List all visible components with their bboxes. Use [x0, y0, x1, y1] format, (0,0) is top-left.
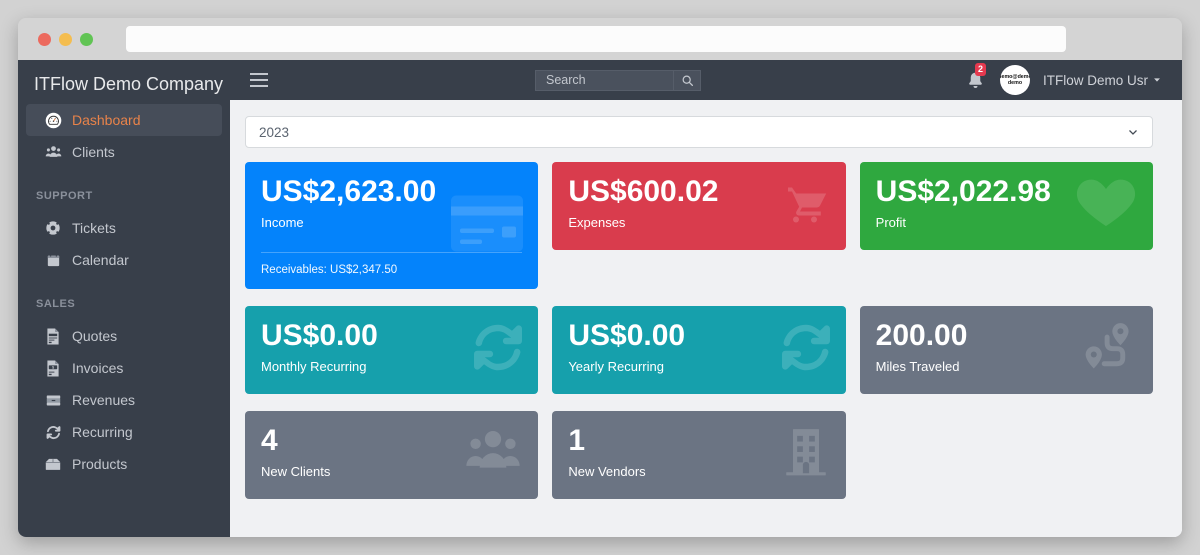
svg-text:$: $: [52, 365, 54, 369]
